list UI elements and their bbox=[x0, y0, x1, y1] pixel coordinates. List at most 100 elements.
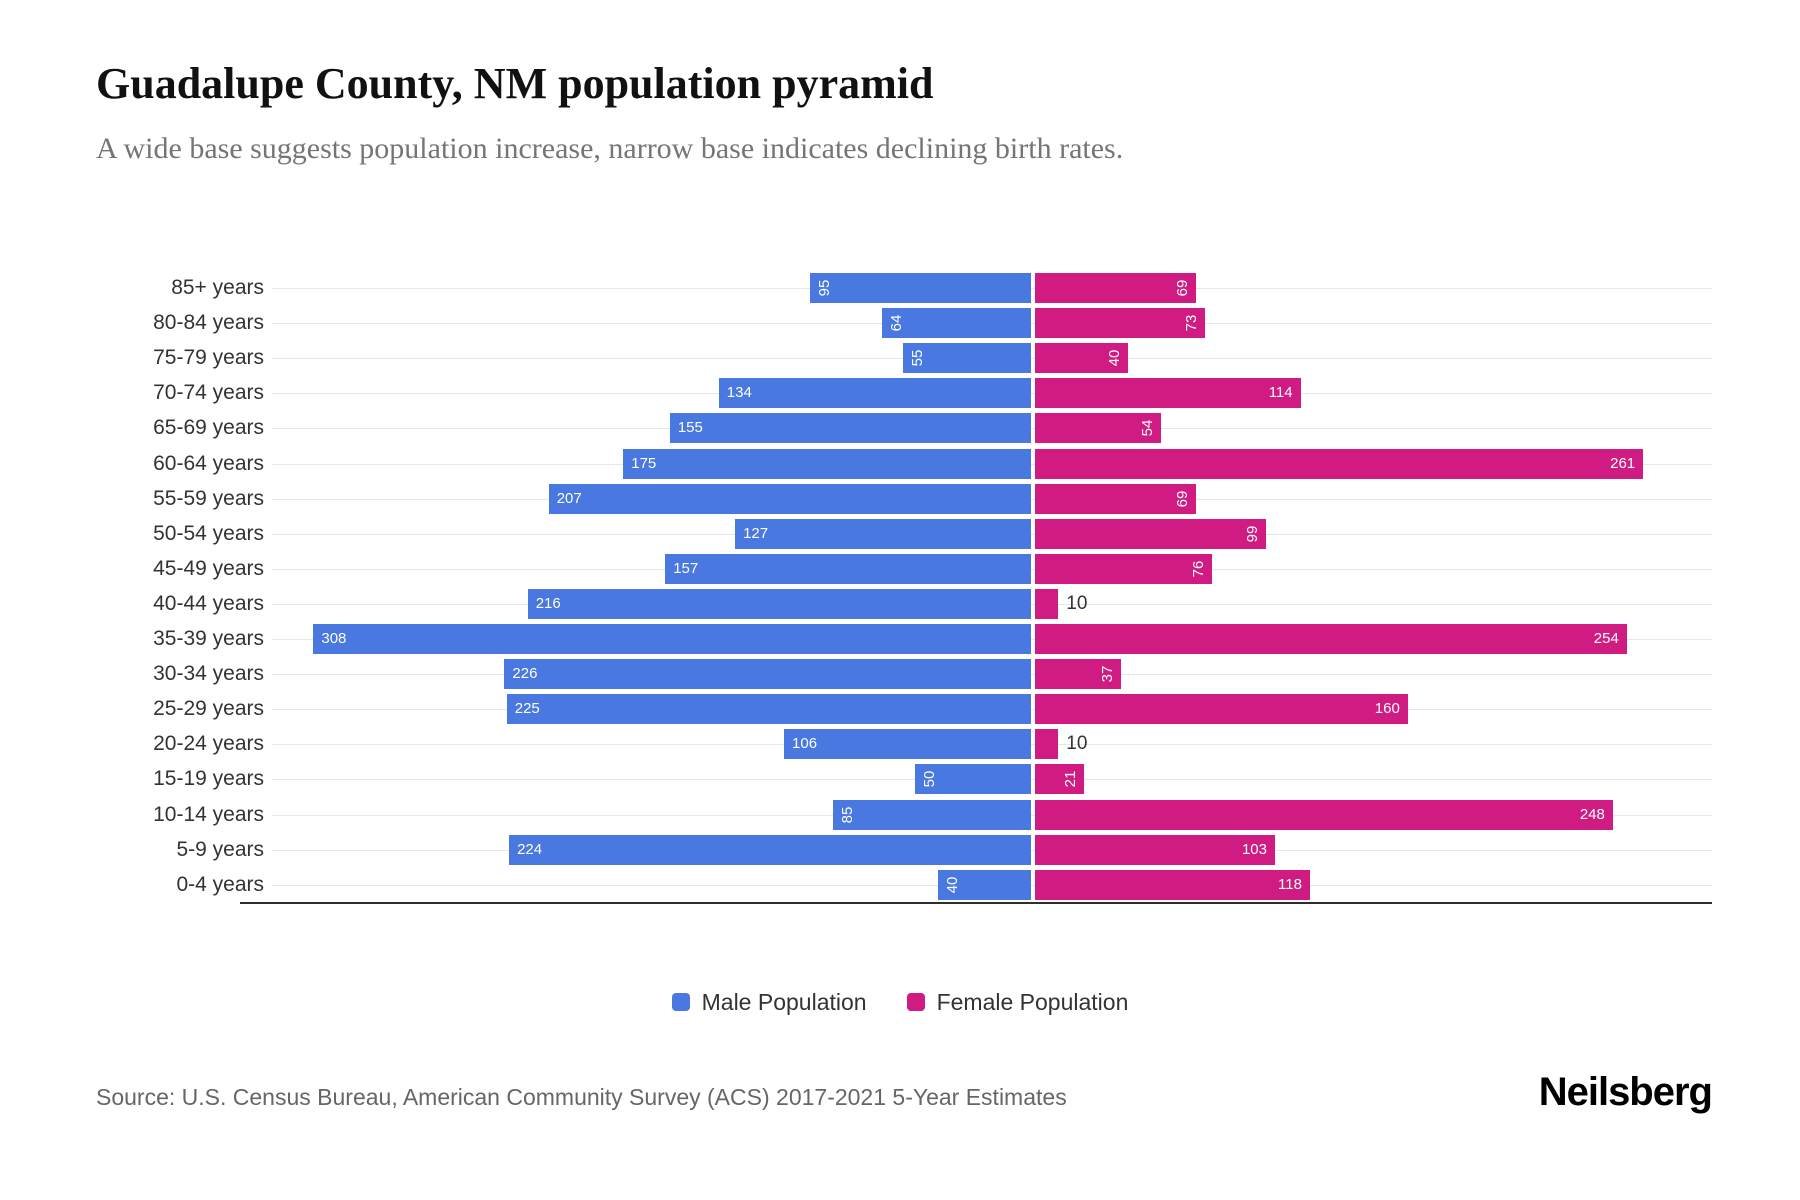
female-bar[interactable] bbox=[1035, 553, 1213, 584]
female-bar[interactable] bbox=[1035, 483, 1196, 514]
chart-title: Guadalupe County, NM population pyramid bbox=[96, 59, 934, 108]
category-label: 85+ years bbox=[171, 276, 264, 299]
source-text: Source: U.S. Census Bureau, American Com… bbox=[96, 1084, 1067, 1110]
category-label: 65-69 years bbox=[153, 416, 264, 440]
female-bar[interactable] bbox=[1035, 343, 1129, 374]
footer: Source: U.S. Census Bureau, American Com… bbox=[96, 1070, 1713, 1115]
female-bar[interactable] bbox=[1035, 869, 1310, 900]
bar-value-label: 308 bbox=[321, 630, 347, 647]
bar-value-label: 40 bbox=[943, 876, 961, 894]
category-label: 25-29 years bbox=[153, 697, 264, 721]
bar-value-label: 248 bbox=[1579, 805, 1605, 823]
male-bar[interactable] bbox=[527, 588, 1031, 619]
bar-value-label: 224 bbox=[517, 840, 543, 858]
bar-value-label: 226 bbox=[512, 665, 538, 683]
bar-value-label: 10 bbox=[1066, 733, 1088, 755]
female-bar[interactable] bbox=[1035, 799, 1613, 830]
bar-value-label: 134 bbox=[726, 384, 752, 402]
bar-value-label: 106 bbox=[792, 735, 818, 753]
male-bar[interactable] bbox=[902, 343, 1031, 374]
male-bar[interactable] bbox=[784, 729, 1031, 760]
bar-value-label: 50 bbox=[920, 771, 937, 788]
category-label: 0-4 years bbox=[176, 872, 264, 896]
male-bar[interactable] bbox=[718, 378, 1031, 409]
legend: Male Population Female Population bbox=[0, 988, 1800, 1016]
male-bar[interactable] bbox=[735, 518, 1031, 549]
male-bar[interactable] bbox=[881, 308, 1031, 339]
male-legend-label: Male Population bbox=[701, 988, 867, 1015]
category-label: 70-74 years bbox=[153, 381, 264, 405]
male-bar[interactable] bbox=[669, 413, 1031, 444]
category-label: 40-44 years bbox=[153, 591, 264, 615]
male-bar[interactable] bbox=[832, 799, 1031, 830]
female-bar[interactable] bbox=[1035, 834, 1275, 865]
category-label: 10-14 years bbox=[153, 802, 264, 826]
female-bar[interactable] bbox=[1035, 659, 1122, 690]
female-bar[interactable] bbox=[1035, 413, 1161, 444]
female-bar[interactable] bbox=[1035, 624, 1627, 654]
female-bar[interactable] bbox=[1035, 448, 1644, 479]
category-label: 55-59 years bbox=[153, 486, 264, 510]
female-legend-swatch bbox=[906, 993, 925, 1011]
category-label: 60-64 years bbox=[153, 451, 264, 475]
bar-value-label: 76 bbox=[1189, 560, 1207, 578]
male-bar[interactable] bbox=[665, 553, 1031, 584]
bar-value-label: 114 bbox=[1268, 384, 1293, 402]
male-bar[interactable] bbox=[313, 624, 1031, 654]
male-bar[interactable] bbox=[509, 834, 1031, 865]
bar-value-label: 157 bbox=[673, 559, 699, 577]
bar-value-label: 55 bbox=[908, 349, 926, 367]
female-bar[interactable] bbox=[1035, 694, 1408, 725]
category-label: 35-39 years bbox=[153, 627, 264, 650]
legend-item-male[interactable]: Male Population bbox=[671, 988, 867, 1016]
bar-value-label: 69 bbox=[1173, 490, 1191, 507]
female-bar[interactable] bbox=[1035, 588, 1059, 619]
bar-value-label: 37 bbox=[1098, 665, 1116, 683]
female-bar[interactable] bbox=[1035, 273, 1196, 303]
female-bar[interactable] bbox=[1035, 378, 1301, 409]
male-bar[interactable] bbox=[937, 869, 1031, 900]
chart-subtitle: A wide base suggests population increase… bbox=[96, 132, 1124, 165]
male-bar[interactable] bbox=[623, 448, 1031, 479]
male-bar[interactable] bbox=[809, 273, 1031, 303]
brand-logo: Neilsberg bbox=[1538, 1070, 1713, 1114]
bar-value-label: 95 bbox=[815, 279, 833, 297]
bar-value-label: 40 bbox=[1105, 349, 1123, 367]
male-bar[interactable] bbox=[504, 659, 1031, 690]
female-bar[interactable] bbox=[1035, 308, 1206, 339]
female-bar[interactable] bbox=[1035, 764, 1084, 795]
bar-value-label: 225 bbox=[514, 700, 540, 718]
female-bar[interactable] bbox=[1035, 518, 1266, 549]
bar-value-label: 69 bbox=[1173, 279, 1191, 297]
x-axis-line bbox=[240, 902, 1712, 904]
category-label: 5-9 years bbox=[176, 837, 264, 861]
category-label: 50-54 years bbox=[153, 521, 264, 545]
category-label: 30-34 years bbox=[153, 662, 264, 686]
legend-item-female[interactable]: Female Population bbox=[906, 988, 1129, 1016]
category-label: 75-79 years bbox=[153, 346, 264, 370]
bar-value-label: 207 bbox=[556, 489, 582, 507]
bar-value-label: 160 bbox=[1374, 700, 1400, 718]
female-legend-label: Female Population bbox=[936, 988, 1129, 1015]
bar-value-label: 155 bbox=[677, 419, 703, 437]
male-legend-swatch bbox=[671, 993, 690, 1011]
bar-value-label: 54 bbox=[1138, 420, 1156, 437]
female-bar[interactable] bbox=[1035, 729, 1059, 760]
bar-value-label: 85 bbox=[838, 806, 856, 823]
bar-value-label: 64 bbox=[887, 314, 905, 332]
bar-value-label: 103 bbox=[1241, 840, 1267, 858]
category-label: 15-19 years bbox=[153, 767, 264, 791]
bar-value-label: 216 bbox=[535, 594, 561, 612]
male-bar[interactable] bbox=[506, 694, 1031, 725]
bar-value-label: 73 bbox=[1182, 314, 1200, 332]
bar-value-label: 175 bbox=[631, 454, 657, 472]
bar-value-label: 261 bbox=[1610, 454, 1636, 472]
bar-value-label: 21 bbox=[1061, 771, 1079, 788]
bar-value-label: 10 bbox=[1066, 592, 1088, 614]
male-bar[interactable] bbox=[914, 764, 1031, 795]
male-bar[interactable] bbox=[548, 483, 1031, 514]
bar-value-label: 99 bbox=[1243, 525, 1261, 543]
category-label: 80-84 years bbox=[153, 311, 264, 335]
